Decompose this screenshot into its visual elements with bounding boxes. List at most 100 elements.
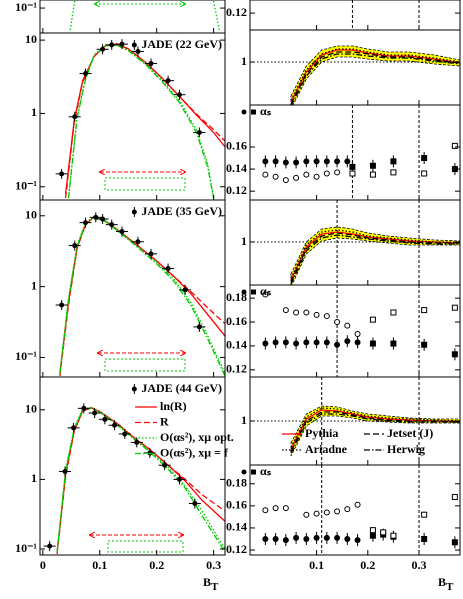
plot-area xyxy=(250,45,460,105)
data-point xyxy=(354,330,361,337)
legend-label: αₛ xyxy=(260,104,272,118)
data-point xyxy=(334,341,341,348)
data-point xyxy=(303,309,310,316)
data-point xyxy=(109,42,115,48)
y-tick-label: 0.18 xyxy=(226,290,247,304)
plot-area xyxy=(250,200,460,285)
data-point xyxy=(451,304,458,311)
x-axis-label: BT xyxy=(203,575,219,593)
data-point xyxy=(102,416,108,422)
panel: 0.12 0.14 0.16 0.18 0.1 0.2 0.3 αₛ BT xyxy=(226,464,461,593)
curve xyxy=(212,0,220,31)
curve xyxy=(290,407,460,448)
data-point xyxy=(293,159,300,166)
data-point xyxy=(421,535,428,542)
plot-area xyxy=(262,285,458,377)
panel: 0.12 0.14 0.16 0.18 αₛ xyxy=(226,284,461,378)
data-point xyxy=(262,535,269,542)
data-point xyxy=(344,322,351,329)
data-point xyxy=(313,534,320,541)
y-tick-label: 1 xyxy=(241,234,247,248)
data-point xyxy=(62,468,68,474)
data-point xyxy=(390,340,397,347)
curve xyxy=(290,231,460,281)
panel: 1 xyxy=(241,29,461,106)
data-point xyxy=(59,302,65,308)
curve xyxy=(59,215,225,374)
data-point xyxy=(349,170,356,177)
curve xyxy=(69,0,76,31)
y-tick-label: 1 xyxy=(31,278,37,292)
data-point xyxy=(369,316,376,323)
legend-label: ln(R) xyxy=(160,399,187,413)
legend-marker xyxy=(251,469,256,475)
panel-frame xyxy=(249,284,461,378)
y-tick-label: 10 xyxy=(25,208,37,222)
y-tick-label: 10 xyxy=(25,402,37,416)
panel: 1 xyxy=(241,199,461,286)
data-point xyxy=(303,171,310,178)
x-tick-label: 0 xyxy=(40,558,46,572)
legend-label: αₛ xyxy=(260,464,272,478)
x-axis-label-main: B xyxy=(438,575,446,589)
data-point xyxy=(323,509,330,516)
data-point xyxy=(390,532,397,539)
error-band xyxy=(290,45,460,105)
y-tick-label: 1 xyxy=(31,105,37,119)
y-tick-label: 10⁻¹ xyxy=(15,0,37,14)
data-point xyxy=(119,228,125,234)
data-point xyxy=(344,535,351,542)
data-point xyxy=(313,173,320,180)
data-point xyxy=(100,46,106,52)
legend-marker xyxy=(251,289,256,295)
data-point xyxy=(192,501,198,507)
data-point xyxy=(344,338,351,345)
data-point xyxy=(369,532,376,539)
x-axis-label: BT xyxy=(438,575,454,593)
data-point xyxy=(334,169,341,176)
y-tick-label: 0.12 xyxy=(226,183,247,197)
data-point xyxy=(282,505,289,512)
data-point xyxy=(135,48,141,54)
legend-label: O(αs²), xμ opt. xyxy=(160,430,234,444)
data-point xyxy=(323,313,330,320)
data-point xyxy=(122,431,128,437)
y-tick-label: 0.14 xyxy=(226,520,247,534)
data-point xyxy=(272,173,279,180)
data-point xyxy=(282,307,289,314)
legend-label: Herwig xyxy=(387,442,425,456)
curve xyxy=(67,44,215,199)
y-tick-label: 0.12 xyxy=(226,5,247,19)
data-point xyxy=(282,537,289,544)
legend-label: JADE (35 GeV) xyxy=(141,204,222,218)
data-point xyxy=(162,462,168,468)
data-point xyxy=(323,170,330,177)
data-point xyxy=(262,291,269,298)
data-point xyxy=(176,92,182,98)
data-point xyxy=(282,159,289,166)
legend-label: JADE (44 GeV) xyxy=(141,381,222,395)
data-point xyxy=(92,410,98,416)
x-axis-label-sub: T xyxy=(446,581,454,593)
data-point xyxy=(344,506,351,513)
data-point xyxy=(83,71,89,77)
legend-label: Ariadne xyxy=(305,442,348,456)
plot-area xyxy=(55,39,225,199)
data-point xyxy=(262,158,269,165)
data-point xyxy=(390,309,397,316)
data-point xyxy=(262,507,269,514)
data-point xyxy=(334,508,341,515)
legend-label: Jetset (J) xyxy=(387,426,433,440)
x-tick-label: 0.3 xyxy=(412,558,427,572)
data-point xyxy=(334,319,341,326)
data-point xyxy=(148,60,154,66)
data-point xyxy=(390,158,397,165)
y-tick-label: 10 xyxy=(25,32,37,46)
data-point xyxy=(303,535,310,542)
x-tick-label: 0.2 xyxy=(360,558,375,572)
panel: 10⁻¹ xyxy=(15,0,226,34)
legend-label: αₛ xyxy=(260,284,272,298)
data-point xyxy=(323,339,330,346)
curve xyxy=(59,216,225,377)
